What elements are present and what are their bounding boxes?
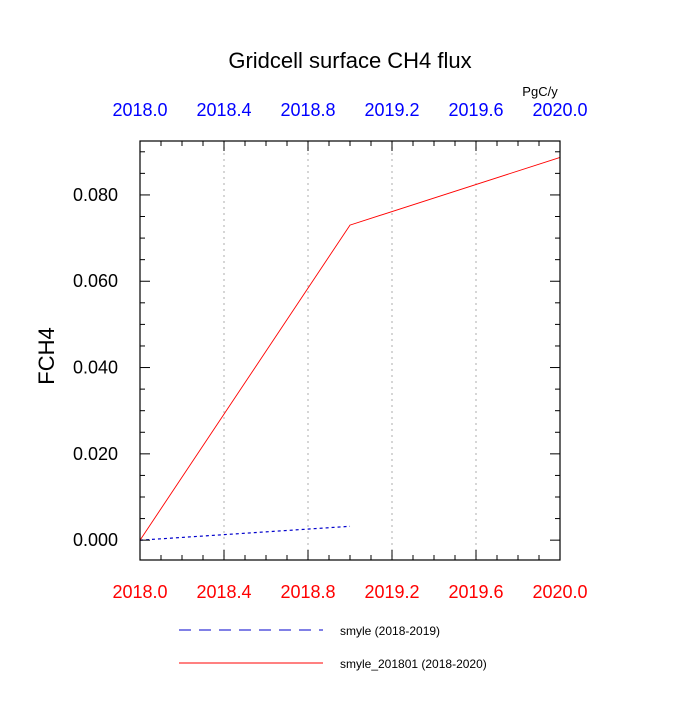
y-tick-label: 0.000	[73, 530, 118, 550]
x-tick-label-top: 2018.0	[112, 100, 167, 120]
x-tick-label-bottom: 2019.2	[364, 582, 419, 602]
x-tick-label-bottom: 2018.4	[196, 582, 251, 602]
series-line-1	[139, 525, 351, 541]
series-layer	[139, 156, 561, 541]
units-label: PgC/y	[522, 84, 558, 99]
y-tick-label: 0.020	[73, 444, 118, 464]
plot-frame	[139, 140, 561, 561]
y-axis-label: FCH4	[34, 327, 59, 384]
series-line-2	[139, 156, 561, 541]
y-tick-label: 0.080	[73, 185, 118, 205]
x-tick-label-bottom: 2018.8	[280, 582, 335, 602]
legend: smyle (2018-2019) smyle_201801 (2018-2020…	[179, 624, 487, 671]
legend-label-2: smyle_201801 (2018-2020)	[340, 657, 487, 671]
x-tick-label-top: 2019.2	[364, 100, 419, 120]
x-tick-label-top: 2020.0	[532, 100, 587, 120]
x-tick-label-top: 2018.8	[280, 100, 335, 120]
chart-title: Gridcell surface CH4 flux	[228, 48, 471, 73]
x-tick-label-top: 2019.6	[448, 100, 503, 120]
x-tick-label-bottom: 2020.0	[532, 582, 587, 602]
legend-label-1: smyle (2018-2019)	[340, 624, 440, 638]
grid	[223, 141, 477, 560]
x-tick-label-bottom: 2018.0	[112, 582, 167, 602]
y-tick-label: 0.040	[73, 358, 118, 378]
y-tick-label: 0.060	[73, 271, 118, 291]
x-tick-label-bottom: 2019.6	[448, 582, 503, 602]
tick-labels: 2018.0 2018.0 2018.4 2018.4 2018.8 2018.8 2019…	[73, 100, 588, 602]
ticks	[139, 141, 561, 560]
x-tick-label-top: 2018.4	[196, 100, 251, 120]
